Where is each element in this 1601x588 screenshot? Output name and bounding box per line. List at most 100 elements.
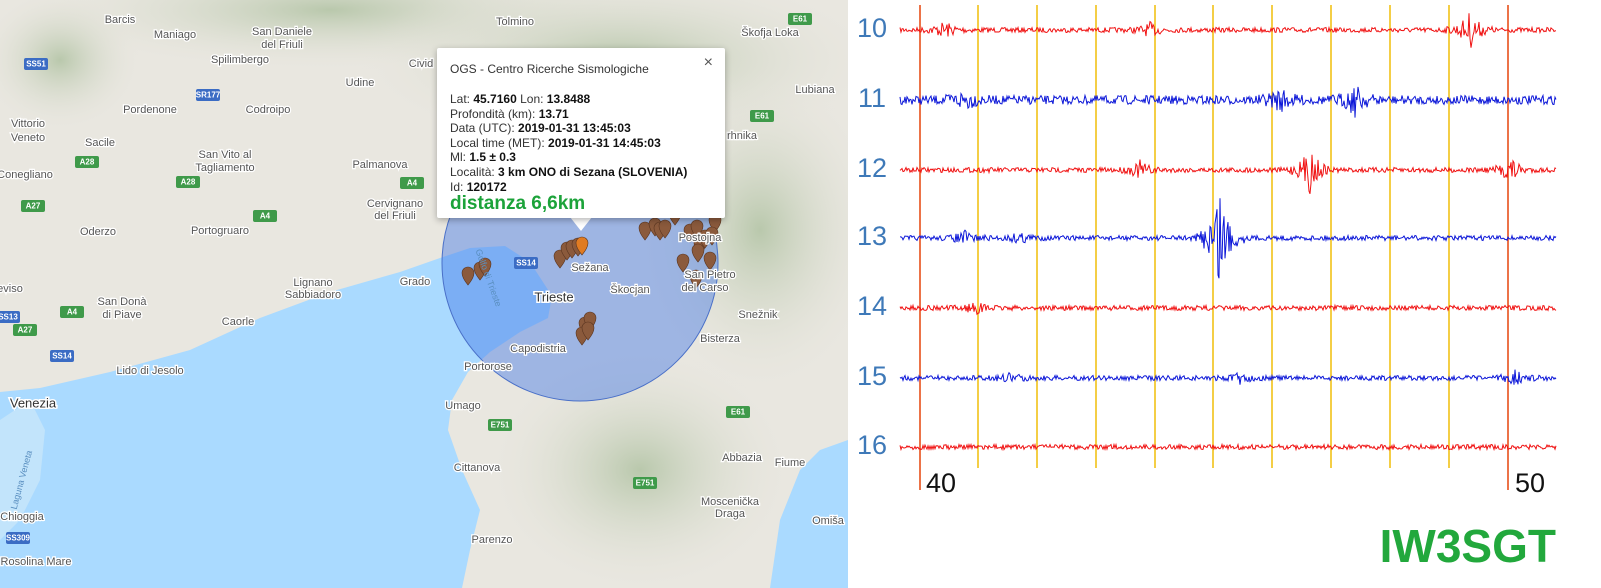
place-label: Portogruaro: [191, 225, 249, 237]
place-label: Moscenička: [701, 496, 760, 508]
city-label: Venezia: [10, 395, 57, 410]
place-label: Škocjan: [610, 283, 649, 296]
trace-label: 16: [857, 430, 887, 460]
place-label: Sežana: [571, 262, 609, 274]
place-label: San Daniele: [252, 26, 312, 38]
info-popup: OGS - Centro Ricerche Sismologiche × Lat…: [437, 48, 725, 218]
earthquake-pin: [581, 321, 595, 341]
place-label: Fiume: [775, 457, 806, 469]
road-shield: [176, 176, 200, 188]
field-value: 120172: [466, 179, 507, 194]
field-label: Località:: [450, 164, 495, 179]
earthquake-pin: [703, 251, 717, 271]
hills: [490, 350, 790, 588]
field-label: Id:: [450, 179, 464, 194]
place-label: Snežnik: [738, 309, 778, 321]
road-label: A27: [18, 326, 33, 335]
place-label: Rosolina Mare: [1, 556, 72, 568]
place-label: Portorose: [464, 361, 512, 373]
road-shield: [400, 177, 424, 189]
road-label: A28: [80, 158, 95, 167]
place-label: del Friuli: [261, 39, 303, 51]
time-label: 40: [926, 468, 956, 498]
place-label: Cittanova: [454, 462, 501, 474]
time-label: 50: [1515, 468, 1545, 498]
earthquake-pin: [478, 257, 492, 277]
road-shield: [50, 350, 74, 362]
place-label: Lido di Jesolo: [116, 365, 183, 377]
place-label: Vittorio: [11, 118, 45, 130]
trace-label: 15: [857, 361, 887, 391]
earthquake-pin: [676, 253, 690, 273]
trace-label: 11: [858, 83, 886, 113]
popup-line: Profondità (km): 13.71: [450, 107, 687, 122]
road-label: SS14: [52, 352, 72, 361]
place-label: Postojna: [679, 232, 723, 244]
earthquake-pin: [658, 219, 672, 239]
popup-line: Ml: 1.5 ± 0.3: [450, 150, 687, 165]
road-shield: [13, 324, 37, 336]
field-value: 13.71: [538, 106, 569, 121]
road-shield: [633, 477, 657, 489]
place-label: Grado: [400, 276, 431, 288]
place-label: San Donà: [98, 296, 148, 308]
road-label: A27: [26, 202, 41, 211]
trace: [899, 86, 1557, 118]
field-value: 1.5 ± 0.3: [469, 150, 516, 165]
field-label: Ml:: [450, 150, 466, 165]
trace: [899, 369, 1557, 385]
place-label: Veneto: [11, 132, 45, 144]
road-label: A28: [181, 178, 196, 187]
place-label: Sacile: [85, 137, 115, 149]
place-label: Conegliano: [0, 169, 53, 181]
road-label: E61: [755, 112, 770, 121]
place-label: eviso: [0, 283, 23, 295]
seismogram: 10 11 12 13 14 15 16 40 50 IW3SGT: [857, 5, 1557, 572]
road-shield: [788, 13, 812, 25]
place-label: Codroipo: [246, 104, 291, 116]
road-shield: [0, 311, 20, 323]
place-label: Bisterza: [700, 333, 741, 345]
road-label: SS13: [0, 313, 18, 322]
place-label: Barcis: [105, 14, 136, 26]
trace-label: 14: [857, 291, 887, 321]
hills: [0, 0, 140, 130]
road-label: E61: [793, 15, 808, 24]
place-label: Chioggia: [0, 511, 44, 523]
close-button[interactable]: ×: [703, 54, 713, 71]
place-label: Civid: [409, 58, 433, 70]
place-label: Palmanova: [352, 159, 408, 171]
popup-line: Lat: 45.7160 Lon: 13.8488: [450, 92, 687, 107]
popup-line: Località: 3 km ONO di Sezana (SLOVENIA): [450, 165, 687, 180]
field-value: 2019-01-31 14:45:03: [548, 135, 661, 150]
road-shield: [488, 419, 512, 431]
road-label: A4: [260, 212, 271, 221]
road-shield: [750, 110, 774, 122]
popup-line: Id: 120172: [450, 180, 687, 195]
earthquake-pin: [691, 243, 705, 263]
earthquake-pin: [575, 236, 589, 256]
place-label: Oderzo: [80, 226, 116, 238]
field-value: 13.8488: [546, 92, 591, 106]
place-label: Tolmino: [496, 16, 534, 28]
earthquake-pin: [705, 226, 719, 246]
road-shield: [24, 58, 48, 70]
road-shield: [514, 257, 538, 269]
place-label: Cervignano: [367, 198, 423, 210]
place-label: Abbazia: [722, 452, 763, 464]
road-label: SS51: [26, 60, 46, 69]
road-label: E61: [731, 408, 746, 417]
road-label: A4: [407, 179, 418, 188]
place-label: Tagliamento: [195, 162, 254, 174]
place-label: Sabbiadoro: [285, 289, 341, 301]
city-label: Trieste: [534, 289, 573, 304]
place-label: di Piave: [102, 309, 141, 321]
place-label: Spilimbergo: [211, 54, 269, 66]
earthquake-pin: [461, 266, 475, 286]
sea: [770, 440, 848, 588]
trace-label: 12: [857, 153, 887, 183]
place-label: rhnika: [727, 130, 758, 142]
road-shield: [60, 306, 84, 318]
place-label: Udine: [346, 77, 375, 89]
